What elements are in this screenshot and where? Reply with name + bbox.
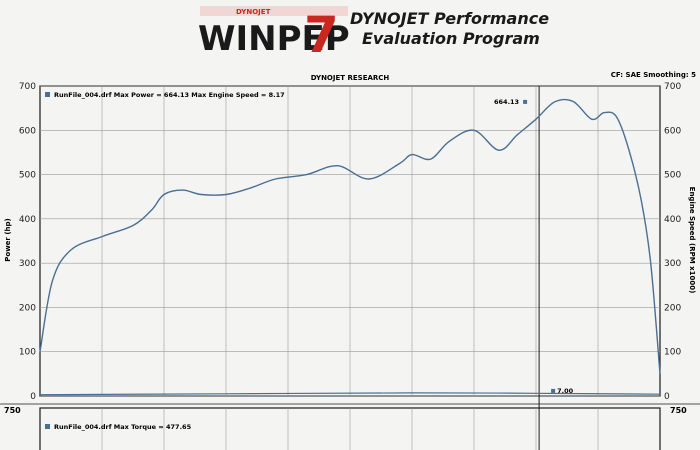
brand-small: DYNOJET <box>236 8 271 16</box>
lower-marker: 7.00 <box>551 387 574 395</box>
corner-note: CF: SAE Smoothing: 5 <box>611 71 696 79</box>
peak-marker: 664.13 <box>494 98 528 106</box>
y-tick-label-right: 400 <box>664 215 681 225</box>
legend-swatch <box>45 92 50 97</box>
series-power-line <box>39 98 661 374</box>
title-line-1: DYNOJET Performance <box>350 9 549 28</box>
gridlines <box>40 85 660 397</box>
torque-top-label-left: 750 <box>4 406 21 415</box>
y-axis-label-left: Power (hp) <box>4 218 12 261</box>
y-tick-label-right: 100 <box>664 348 681 358</box>
torque-gridlines <box>101 408 599 450</box>
torque-top-label-right: 750 <box>670 406 687 415</box>
y-tick-label-left: 600 <box>19 126 36 136</box>
y-tick-label-left: 400 <box>19 215 36 225</box>
logo-text: WINPEP <box>198 19 350 59</box>
torque-legend-text: RunFile_004.drf Max Torque = 477.65 <box>54 423 192 431</box>
y-tick-label-left: 100 <box>19 348 36 358</box>
y-ticks-left: 0 100 200 300 400 500 600 700 <box>19 82 36 402</box>
y-tick-label-left: 300 <box>19 259 36 269</box>
legend: RunFile_004.drf Max Power = 664.13 Max E… <box>45 91 285 99</box>
header: DYNOJET WINPEP 7 DYNOJET Performance Eva… <box>198 6 549 64</box>
lower-dot <box>551 388 556 393</box>
chart-title: DYNOJET RESEARCH <box>311 74 390 82</box>
y-tick-label-left: 0 <box>30 392 36 402</box>
torque-legend-swatch <box>45 424 50 429</box>
logo-banner <box>200 6 348 16</box>
title-line-2: Evaluation Program <box>362 29 540 48</box>
y-tick-label-left: 700 <box>19 82 36 92</box>
y-tick-label-right: 600 <box>664 126 681 136</box>
y-tick-label-right: 200 <box>664 303 681 313</box>
y-tick-label-left: 200 <box>19 303 36 313</box>
y-tick-label-right: 500 <box>664 171 681 181</box>
y-tick-label-right: 300 <box>664 259 681 269</box>
y-ticks-right: 0 100 200 300 400 500 600 700 <box>664 82 681 402</box>
y-tick-label-left: 500 <box>19 171 36 181</box>
y-axis-label-right: Engine Speed (RPM x1000) <box>688 187 696 294</box>
y-tick-label-right: 700 <box>664 82 681 92</box>
y-tick-label-right: 0 <box>664 392 670 402</box>
legend-text: RunFile_004.drf Max Power = 664.13 Max E… <box>54 91 285 99</box>
logo-number: 7 <box>304 6 339 64</box>
peak-label: 664.13 <box>494 98 519 106</box>
series-engine-speed-line <box>39 392 661 396</box>
peak-dot <box>523 99 528 104</box>
lower-label: 7.00 <box>557 387 574 395</box>
